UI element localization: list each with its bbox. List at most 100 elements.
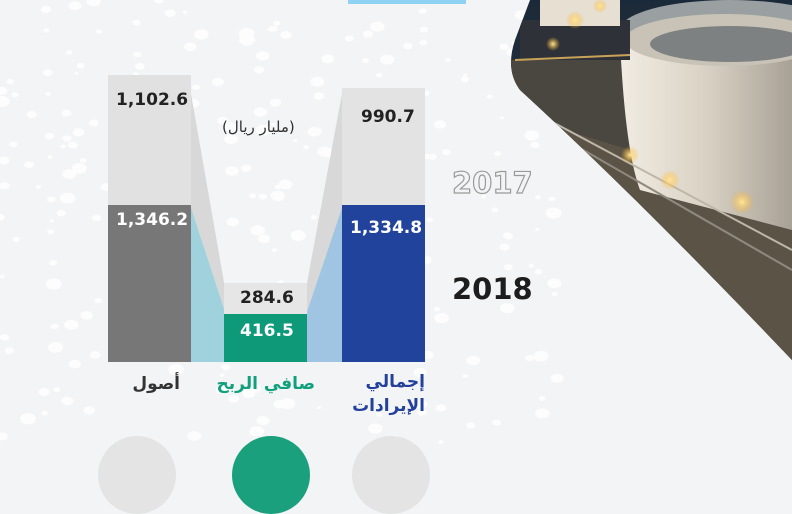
background-dot xyxy=(418,8,427,14)
background-dot xyxy=(362,58,369,63)
background-dot xyxy=(47,229,55,235)
background-dot xyxy=(271,248,278,252)
category-label-total-revenue: إجمالي الإيرادات xyxy=(352,372,425,416)
bar-assets-2018 xyxy=(108,205,191,362)
background-dot xyxy=(0,182,10,190)
background-dot xyxy=(132,19,141,26)
background-dot xyxy=(481,195,487,199)
background-dot xyxy=(215,385,229,395)
icon-circle-profit xyxy=(232,436,310,514)
background-dot xyxy=(499,243,510,251)
background-dot xyxy=(0,86,8,95)
background-dot xyxy=(238,28,255,40)
background-dot xyxy=(434,120,447,129)
background-dot xyxy=(249,426,265,437)
value-label-assets-2018: 1,346.2 xyxy=(116,210,189,230)
background-dot xyxy=(290,230,306,241)
background-dot xyxy=(315,128,322,133)
bar-revenue-2017 xyxy=(342,88,425,205)
background-dot xyxy=(257,234,271,244)
background-dot xyxy=(46,196,56,203)
background-dot xyxy=(71,163,87,174)
background-dot xyxy=(47,155,53,160)
background-dot xyxy=(486,94,493,99)
background-dot xyxy=(535,408,550,419)
background-dot xyxy=(240,164,252,172)
icon-circle-revenue xyxy=(352,436,430,514)
background-dot xyxy=(491,207,499,213)
background-dot xyxy=(278,179,293,190)
background-dot xyxy=(0,334,10,341)
background-dot xyxy=(61,396,74,406)
storage-tank-photo xyxy=(511,0,792,360)
background-dot xyxy=(466,422,475,429)
background-dot xyxy=(321,54,335,64)
background-dot xyxy=(72,128,85,137)
background-dot xyxy=(513,278,529,290)
background-dot xyxy=(49,219,55,223)
background-dot xyxy=(192,84,201,91)
background-dot xyxy=(80,311,93,320)
funnel-connector-right-2018 xyxy=(307,205,343,362)
background-dot xyxy=(466,355,481,366)
background-dot xyxy=(267,27,274,32)
background-dot xyxy=(370,21,385,32)
background-dot xyxy=(256,416,270,426)
bar-assets-2017 xyxy=(108,75,191,205)
background-dot xyxy=(255,124,271,136)
funnel-connector-left-2018 xyxy=(190,205,225,362)
background-dot xyxy=(11,92,19,98)
background-dot xyxy=(413,367,427,378)
value-label-revenue-2017: 990.7 xyxy=(361,107,415,127)
background-dot xyxy=(434,313,449,324)
background-dot xyxy=(273,193,284,202)
background-dot xyxy=(62,169,77,179)
background-dot xyxy=(9,141,18,148)
background-dot xyxy=(60,144,66,149)
background-dot xyxy=(253,107,268,117)
background-dot xyxy=(47,342,64,353)
background-dot xyxy=(534,268,543,275)
background-dot xyxy=(310,76,325,87)
background-dot xyxy=(61,109,72,117)
background-dot xyxy=(433,306,441,312)
background-dot xyxy=(226,217,240,227)
background-dot xyxy=(86,0,101,7)
background-dot xyxy=(528,263,535,268)
background-dot xyxy=(255,51,270,61)
background-dot xyxy=(435,404,447,412)
background-dot xyxy=(255,384,261,388)
background-dot xyxy=(258,193,268,200)
value-label-assets-2017: 1,102.6 xyxy=(116,90,189,110)
background-dot xyxy=(524,130,539,141)
background-dot xyxy=(79,158,87,164)
background-dot xyxy=(414,399,428,409)
background-dot xyxy=(67,141,78,149)
background-dot xyxy=(42,69,53,77)
background-dot xyxy=(500,303,515,314)
background-dot xyxy=(64,319,79,330)
background-dot xyxy=(12,236,20,242)
background-dot xyxy=(250,225,265,236)
background-dot xyxy=(68,1,82,11)
bar-profit-2018 xyxy=(224,314,307,362)
background-dot xyxy=(345,35,354,42)
background-dot xyxy=(88,119,99,127)
background-dot xyxy=(363,30,374,38)
background-dot xyxy=(44,132,55,140)
background-dot xyxy=(310,215,317,220)
top-tab-accent xyxy=(348,0,466,4)
background-dot xyxy=(224,134,238,145)
background-dot xyxy=(503,264,513,271)
background-dot xyxy=(35,185,42,189)
background-dot xyxy=(6,78,14,85)
background-dot xyxy=(223,122,237,132)
background-dot xyxy=(68,360,81,369)
background-dot xyxy=(24,161,34,168)
background-dot xyxy=(184,42,197,52)
background-dot xyxy=(545,207,562,219)
background-dot xyxy=(221,364,231,371)
background-dot xyxy=(59,192,76,204)
legend-year-2017: 2017 xyxy=(451,165,533,200)
background-dot xyxy=(187,431,202,441)
